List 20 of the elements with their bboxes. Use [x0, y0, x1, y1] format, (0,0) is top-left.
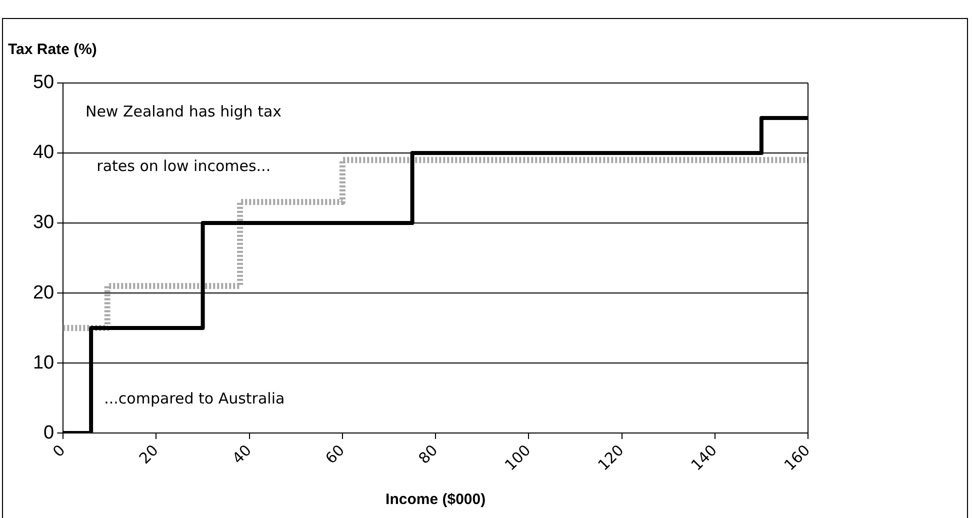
x-tick-label: 20: [136, 441, 162, 468]
y-tick-label: 10: [32, 352, 54, 374]
annotation: rates on low incomes...: [96, 156, 271, 175]
y-tick-label: 50: [32, 72, 54, 94]
y-tick-label: 40: [32, 142, 54, 164]
y-axis-title: Tax Rate (%): [8, 41, 97, 58]
y-tick-label: 30: [32, 212, 54, 234]
annotation: New Zealand has high tax: [85, 102, 282, 121]
x-tick-label: 60: [322, 441, 348, 468]
x-tick-label: 100: [501, 441, 534, 474]
x-tick-label: 120: [594, 441, 628, 474]
x-tick-label: 40: [228, 441, 255, 468]
y-tick-label: 0: [44, 422, 54, 444]
x-tick-label: 160: [780, 441, 814, 474]
annotation: ...compared to Australia: [104, 390, 285, 408]
x-tick-label: 0: [49, 441, 69, 461]
x-tick-label: 80: [414, 441, 442, 468]
y-tick-label: 20: [32, 282, 54, 304]
x-tick-label: 140: [687, 441, 720, 474]
x-axis-title: Income ($000): [386, 491, 486, 508]
